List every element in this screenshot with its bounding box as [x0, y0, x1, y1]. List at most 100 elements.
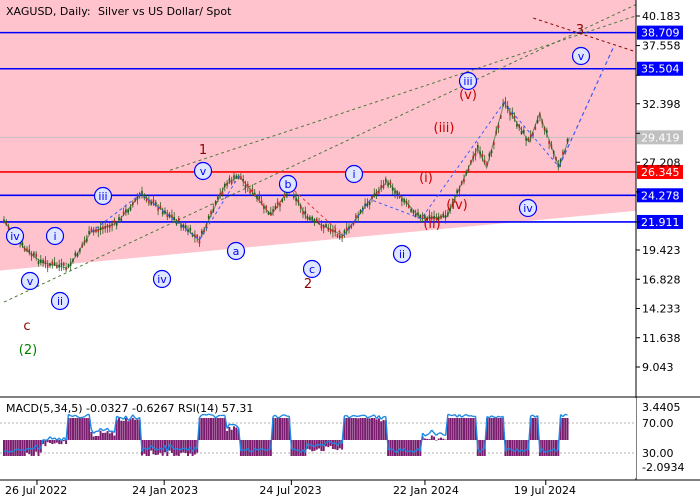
wave-label: v: [578, 50, 585, 63]
level-label: 38.709: [641, 27, 680, 40]
macd-bar: [454, 418, 456, 440]
macd-bar: [143, 440, 145, 454]
macd-bar: [268, 440, 270, 456]
candle-body: [178, 218, 180, 221]
price-tick-label: 37.558: [642, 40, 681, 53]
macd-bar: [415, 440, 417, 456]
macd-bar: [51, 440, 53, 444]
macd-bar: [293, 440, 295, 456]
macd-bar: [350, 418, 352, 440]
macd-bar: [442, 439, 444, 440]
rsi-line-segment: [545, 452, 547, 453]
indicator-label-min: -2.0934: [642, 461, 684, 474]
candle-body: [337, 234, 339, 237]
rsi-line-segment: [494, 417, 496, 418]
wave-label: a: [233, 245, 240, 258]
macd-bar: [235, 428, 237, 440]
rsi-line-segment: [177, 449, 179, 450]
macd-bar: [24, 440, 26, 456]
rsi-line-segment: [18, 449, 20, 450]
candle-body: [401, 199, 403, 202]
macd-bar: [410, 440, 412, 456]
macd-bar: [58, 440, 60, 444]
macd-bar: [417, 440, 419, 456]
macd-bar: [334, 440, 336, 449]
macd-bar: [123, 421, 125, 440]
wave-label: iii: [98, 190, 107, 203]
macd-bar: [346, 418, 348, 440]
price-tick-label: 32.398: [642, 98, 681, 111]
wave-label: (v): [459, 88, 477, 103]
rsi-line-segment: [354, 415, 356, 416]
macd-bar: [495, 418, 497, 440]
macd-bar: [509, 440, 511, 456]
candle-body: [443, 214, 445, 217]
wave-label: 2: [304, 277, 312, 292]
macd-bar: [366, 418, 368, 440]
macd-bar: [258, 440, 260, 456]
macd-bar: [431, 435, 433, 440]
macd-bar: [212, 418, 214, 440]
macd-bar: [553, 440, 555, 456]
candle-body: [369, 202, 371, 205]
rsi-line-segment: [20, 450, 22, 451]
price-tick-label: 11.638: [642, 332, 681, 345]
macd-bar: [79, 418, 81, 440]
macd-bar: [277, 418, 279, 440]
rsi-line-segment: [264, 450, 266, 451]
rsi-line-segment: [266, 450, 268, 451]
rsi-line-segment: [147, 449, 149, 450]
level-label: 24.278: [641, 189, 680, 202]
macd-bar: [406, 440, 408, 456]
rsi-line-segment: [448, 414, 450, 415]
macd-bar: [44, 440, 46, 446]
rsi-line-segment: [425, 435, 427, 436]
rsi-line-segment: [565, 414, 567, 415]
macd-bar: [438, 438, 440, 440]
candle-body: [233, 175, 235, 178]
rsi-line-segment: [547, 451, 549, 452]
macd-bar: [70, 418, 72, 440]
rsi-line-segment: [9, 451, 11, 452]
macd-bar: [84, 418, 86, 440]
macd-bar: [72, 418, 74, 440]
macd-bar: [348, 418, 350, 440]
macd-bar: [228, 427, 230, 440]
candle-body: [35, 254, 37, 257]
macd-bar: [355, 418, 357, 440]
macd-bar: [470, 418, 472, 440]
macd-bar: [17, 440, 19, 456]
macd-bar: [185, 440, 187, 453]
wave-label: c: [23, 319, 30, 334]
wave-label: i: [53, 230, 56, 243]
indicator-label-max: 3.4405: [642, 401, 681, 414]
candle-body: [311, 217, 313, 220]
wave-label: (iii): [434, 121, 455, 136]
macd-bar: [5, 440, 7, 456]
date-label: 26 Jul 2022: [5, 484, 67, 497]
macd-bar: [247, 440, 249, 456]
candle-body: [229, 178, 231, 181]
macd-bar: [357, 418, 359, 440]
wave-label: iv: [523, 202, 533, 215]
candle-body: [339, 235, 341, 238]
macd-bar: [8, 440, 10, 456]
macd-bar: [394, 440, 396, 456]
wave-label: v: [27, 275, 34, 288]
candle-body: [47, 265, 49, 268]
rsi-line-segment: [278, 417, 280, 418]
macd-bar: [217, 418, 219, 440]
wave-label: iii: [463, 75, 472, 88]
rsi-line-segment: [45, 440, 47, 441]
rsi-line-segment: [312, 446, 314, 447]
macd-bar: [125, 418, 127, 440]
rsi-line-segment: [556, 450, 558, 451]
macd-bar: [251, 440, 253, 456]
wave-label: c: [309, 263, 315, 276]
macd-bar: [26, 440, 28, 453]
macd-bar: [435, 440, 437, 441]
macd-bar: [284, 418, 286, 440]
macd-bar: [274, 418, 276, 440]
rsi-line-segment: [370, 416, 372, 417]
